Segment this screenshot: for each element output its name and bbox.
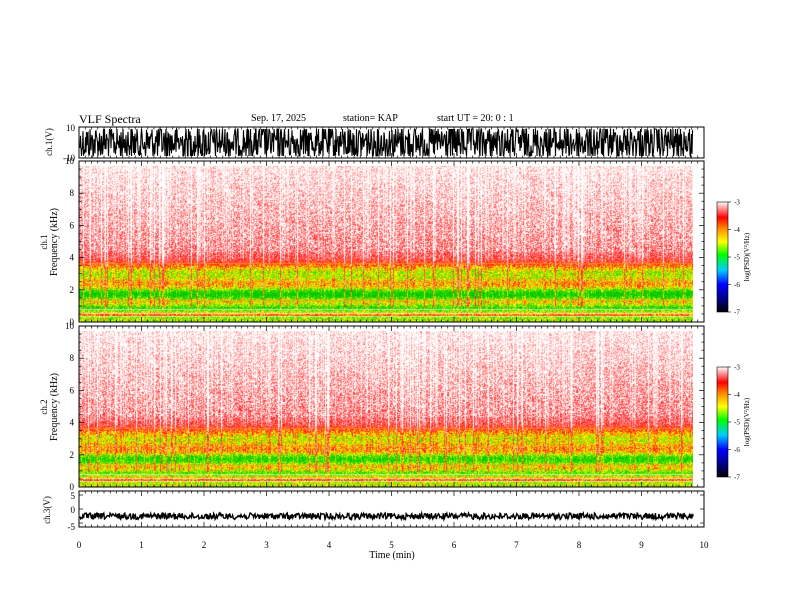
ch1-waveform-ylabel: ch.1(V) (44, 128, 54, 156)
ch2-colorbar: -3 -4 -5 -6 -7 log(PSD)(V²/Hz) (716, 364, 751, 482)
ch1-channel-label: ch.1 (39, 234, 49, 249)
freq-tick-label: 0 (70, 317, 75, 327)
colorbar-tick-label: -7 (734, 474, 740, 482)
x-tick-label: 6 (452, 540, 457, 550)
ch1-ytick-label: -10 (63, 153, 75, 163)
ch1-spectrogram-image (79, 166, 693, 322)
freq-tick-label: 2 (70, 285, 75, 295)
ch3-ytick-label: -5 (68, 522, 76, 532)
freq-tick-label: 6 (70, 385, 75, 395)
ch1-waveform-line (79, 126, 694, 159)
ch2-colorbar-ticks: -3 -4 -5 -6 -7 (728, 364, 740, 482)
ch3-ytick-label: 0 (71, 505, 76, 515)
freq-tick-label: 10 (65, 156, 75, 166)
freq-tick-label: 2 (70, 450, 75, 460)
x-axis-ticks (78, 127, 705, 527)
colorbar-tick-label: -3 (734, 199, 740, 207)
ch2-channel-label: ch.2 (39, 399, 49, 414)
station-label: station= KAP (343, 113, 398, 124)
x-tick-label: 3 (264, 540, 269, 550)
ch3-waveform-ylabel: ch.3(V) (42, 496, 52, 524)
freq-tick-label: 6 (70, 220, 75, 230)
ch2-spectrogram-frame (78, 325, 705, 488)
ch3-ytick-marks (79, 494, 704, 524)
ch1-spectrogram-axes: 10 8 6 4 2 0 ch.1 Frequency (kHz) (39, 156, 705, 327)
x-tick-label: 7 (514, 540, 519, 550)
date-label: Sep. 17, 2025 (251, 113, 306, 124)
ch1-colorbar-label: log(PSD)(V²/Hz) (743, 232, 751, 281)
ch1-spectrogram-panel (79, 166, 693, 322)
ch1-freq-ylabel: Frequency (kHz) (49, 208, 60, 276)
freq-tick-label: 8 (70, 353, 75, 363)
ch3-waveform-line (79, 510, 694, 522)
ch2-freq-ylabel: Frequency (kHz) (49, 373, 60, 441)
x-tick-label: 4 (327, 540, 332, 550)
freq-tick-label: 8 (70, 188, 75, 198)
x-tick-label: 2 (202, 540, 207, 550)
colorbar-tick-label: -5 (734, 419, 740, 427)
x-tick-label: 9 (639, 540, 644, 550)
ch1-freq-ticks: 10 8 6 4 2 0 (65, 156, 704, 327)
x-tick-label: 8 (577, 540, 582, 550)
x-tick-label: 5 (389, 540, 394, 550)
ch1-colorbar-gradient (716, 201, 729, 313)
chart-title: VLF Spectra (79, 112, 141, 126)
x-tick-label: 1 (139, 540, 144, 550)
ch2-colorbar-gradient (716, 366, 729, 478)
x-axis-tick-labels: 0 1 2 3 4 5 6 7 8 9 10 (77, 540, 709, 550)
ch2-freq-ticks: 10 8 6 4 2 0 (65, 321, 704, 492)
ch2-colorbar-label: log(PSD)(V²/Hz) (743, 397, 751, 446)
start-time-label: start UT = 20: 0 : 1 (437, 113, 514, 124)
x-tick-label: 0 (77, 540, 82, 550)
freq-tick-label: 10 (65, 321, 75, 331)
ch3-waveform-frame (78, 490, 705, 528)
ch2-spectrogram-axes: 10 8 6 4 2 0 ch.2 Frequency (kHz) (39, 321, 705, 492)
colorbar-tick-label: -4 (734, 226, 740, 234)
x-tick-label: 10 (700, 540, 710, 550)
colorbar-tick-label: -4 (734, 391, 740, 399)
x-axis-label: Time (min) (369, 550, 414, 561)
ch1-waveform-panel: 10 -10 ch.1(V) (44, 123, 705, 163)
freq-tick-label: 0 (70, 482, 75, 492)
colorbar-tick-label: -6 (734, 281, 740, 289)
ch1-colorbar-ticks: -3 -4 -5 -6 -7 (728, 199, 740, 317)
ch3-ytick-label: 5 (71, 491, 76, 501)
freq-tick-label: 4 (70, 253, 75, 263)
colorbar-tick-label: -7 (734, 309, 740, 317)
freq-tick-label: 4 (70, 418, 75, 428)
colorbar-tick-label: -6 (734, 446, 740, 454)
ch1-colorbar: -3 -4 -5 -6 -7 log(PSD)(V²/Hz) (716, 199, 751, 317)
ch2-spectrogram-image (79, 331, 693, 487)
ch1-spectrogram-frame (78, 160, 705, 323)
colorbar-tick-label: -5 (734, 254, 740, 262)
ch1-ytick-label: 10 (66, 123, 76, 133)
colorbar-tick-label: -3 (734, 364, 740, 372)
ch2-spectrogram-panel (79, 331, 693, 487)
